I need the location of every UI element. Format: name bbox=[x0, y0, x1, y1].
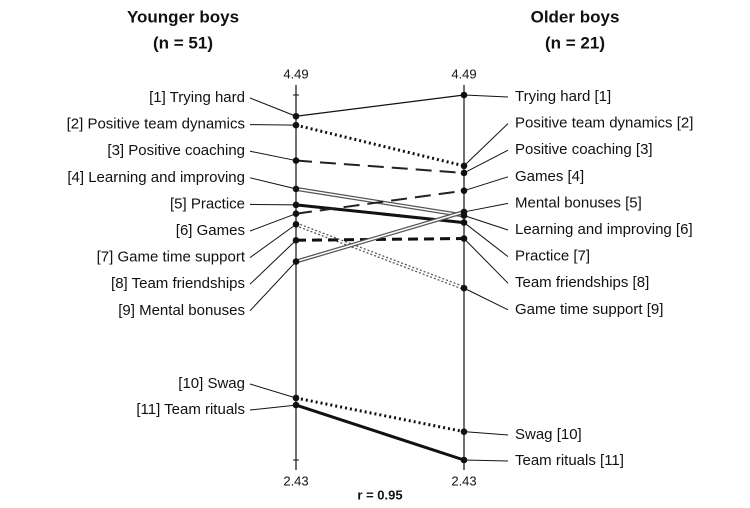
leader-line bbox=[249, 261, 297, 312]
point bbox=[292, 157, 300, 164]
slope-line-inner bbox=[295, 211, 465, 263]
left-label: [5] Practice bbox=[170, 195, 245, 212]
right-label: Learning and improving [6] bbox=[515, 221, 693, 238]
right-label: Positive coaching [3] bbox=[515, 141, 653, 158]
point bbox=[460, 219, 468, 226]
right-label: Mental bonuses [5] bbox=[515, 194, 642, 211]
slope-line bbox=[295, 237, 465, 242]
left-label: [10] Swag bbox=[178, 375, 245, 392]
axis-tick-label: 4.49 bbox=[451, 66, 476, 81]
point bbox=[292, 394, 300, 402]
leader-line bbox=[463, 123, 509, 167]
slope-line bbox=[295, 396, 465, 434]
right-title: Older boys bbox=[531, 7, 620, 26]
point bbox=[292, 236, 300, 244]
right-label: Team rituals [11] bbox=[515, 452, 624, 469]
leader-line bbox=[463, 94, 509, 98]
point bbox=[460, 235, 468, 242]
axis-tick-label: 4.49 bbox=[283, 66, 308, 81]
leader-line bbox=[463, 431, 509, 436]
leader-line bbox=[249, 124, 297, 126]
slope-line bbox=[295, 123, 465, 168]
point bbox=[460, 208, 468, 216]
left-subtitle: (n = 51) bbox=[153, 33, 213, 52]
point bbox=[292, 121, 300, 129]
leader-line bbox=[463, 222, 509, 257]
point bbox=[292, 201, 300, 209]
point bbox=[460, 169, 468, 177]
point bbox=[292, 185, 300, 193]
point bbox=[292, 210, 300, 218]
leader-line bbox=[249, 404, 297, 411]
point bbox=[292, 401, 300, 409]
left-title: Younger boys bbox=[127, 7, 239, 26]
left-label: [1] Trying hard bbox=[149, 89, 245, 106]
slope-line bbox=[295, 159, 465, 174]
leader-line bbox=[249, 177, 297, 190]
leader-line bbox=[463, 176, 509, 192]
leader-line bbox=[463, 215, 509, 231]
right-label: Positive team dynamics [2] bbox=[515, 115, 693, 132]
right-label: Game time support [9] bbox=[515, 301, 663, 318]
point bbox=[460, 284, 468, 292]
point bbox=[460, 428, 468, 435]
axis-tick-label: 2.43 bbox=[451, 473, 476, 488]
leader-line bbox=[463, 287, 509, 311]
right-label: Trying hard [1] bbox=[515, 88, 611, 105]
point bbox=[292, 112, 300, 120]
left-label: [4] Learning and improving bbox=[67, 169, 245, 186]
right-label: Practice [7] bbox=[515, 248, 590, 265]
point bbox=[460, 456, 468, 464]
slope-line-inner bbox=[295, 223, 465, 289]
left-label: [3] Positive coaching bbox=[107, 142, 245, 159]
slope-line bbox=[295, 403, 465, 462]
point bbox=[292, 258, 300, 265]
slope-line bbox=[295, 94, 465, 117]
leader-line bbox=[249, 150, 297, 162]
leader-line bbox=[463, 459, 509, 462]
slope-line bbox=[295, 189, 465, 215]
left-label: [11] Team rituals bbox=[136, 401, 245, 418]
point bbox=[292, 221, 300, 228]
annotation: r = 0.95 bbox=[357, 487, 402, 502]
leader-line bbox=[249, 213, 297, 232]
left-label: [8] Team friendships bbox=[111, 275, 245, 292]
leader-line bbox=[249, 97, 297, 117]
point bbox=[460, 91, 468, 99]
leader-line bbox=[249, 383, 297, 399]
left-label: [2] Positive team dynamics bbox=[67, 116, 245, 133]
left-label: [6] Games bbox=[176, 222, 245, 239]
point bbox=[460, 187, 468, 194]
left-label: [7] Game time support bbox=[97, 249, 246, 266]
leader-line bbox=[463, 238, 509, 284]
leader-line bbox=[249, 239, 297, 285]
right-label: Swag [10] bbox=[515, 426, 582, 443]
point bbox=[460, 162, 468, 170]
axis-tick-label: 2.43 bbox=[283, 473, 308, 488]
leader-line bbox=[463, 149, 509, 174]
right-subtitle: (n = 21) bbox=[545, 33, 605, 52]
right-label: Games [4] bbox=[515, 168, 584, 185]
leader-line bbox=[463, 202, 509, 213]
leader-line bbox=[249, 223, 297, 259]
left-label: [9] Mental bonuses bbox=[118, 302, 245, 319]
right-label: Team friendships [8] bbox=[515, 274, 649, 291]
